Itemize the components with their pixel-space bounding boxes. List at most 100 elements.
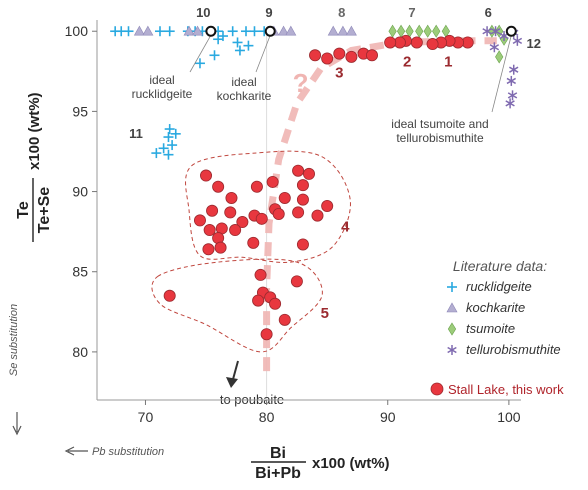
asterisk-stroke: [507, 92, 518, 99]
rucklidgeite-point: [249, 26, 260, 37]
stall-lake-this-work-point: [290, 275, 303, 288]
legend-marker-kochkarite: [446, 302, 458, 313]
asterisk-stroke: [490, 28, 501, 35]
ideal-point-label: kochkarite: [217, 89, 272, 103]
legend-label-this-work: Stall Lake, this work: [448, 382, 564, 397]
x-tick-label: 90: [380, 409, 396, 425]
rucklidgeite-point: [234, 45, 245, 56]
stall-lake-this-work-point: [426, 38, 439, 51]
asterisk-stroke: [506, 77, 517, 85]
group-label: 8: [338, 5, 345, 20]
group-label: 5: [321, 305, 329, 322]
stall-lake-this-work-point: [292, 206, 305, 219]
group-label: 7: [408, 5, 415, 20]
x-axis-label-suffix: x100 (wt%): [312, 455, 390, 472]
y-substitution-label: Se substitution: [8, 304, 20, 376]
stall-lake-this-work-point: [247, 236, 260, 249]
poubaite-arrowhead: [226, 377, 238, 388]
stall-lake-this-work-point: [260, 328, 273, 341]
y-substitution-hint: Se substitution: [8, 304, 20, 376]
rucklidgeite-point: [163, 132, 174, 143]
asterisk-stroke: [489, 44, 500, 51]
stall-lake-this-work-point: [296, 179, 309, 192]
y-substitution-arrowhead: [12, 425, 22, 436]
stall-lake-this-work-point: [255, 212, 268, 225]
tellurobismuthite-point: [505, 98, 515, 109]
ideal-point-marker: [264, 25, 276, 37]
x-substitution-label: Pb substitution: [92, 446, 164, 458]
x-axis-label-numerator: Bi: [270, 445, 286, 462]
asterisk-stroke: [512, 37, 523, 44]
ideal-point-label: ideal tsumoite and: [391, 117, 488, 131]
y-tick-label: 95: [72, 103, 88, 119]
stall-lake-this-work-point: [200, 169, 213, 182]
trend-line: [263, 37, 497, 372]
y-tick-label: 90: [72, 184, 88, 200]
stall-lake-this-work-point: [206, 204, 219, 217]
rucklidgeite-point: [158, 143, 169, 154]
rucklidgeite-point: [151, 148, 162, 159]
group-label: 4: [341, 219, 350, 236]
rucklidgeite-point: [232, 37, 243, 48]
stall-lake-this-work-point: [296, 238, 309, 251]
kochkarite-point: [192, 25, 204, 36]
stall-lake-this-work-point: [410, 36, 423, 49]
group-label: 11: [129, 126, 143, 141]
ideal-point-label: tellurobismuthite: [396, 131, 484, 145]
asterisk-stroke: [482, 28, 492, 35]
asterisk-stroke: [509, 66, 519, 73]
group-label: 10: [196, 5, 210, 20]
stall-lake-this-work-point: [384, 36, 397, 49]
stall-lake-this-work-point: [309, 49, 322, 62]
rucklidgeite-point: [243, 40, 254, 51]
tellurobismuthite-point: [490, 26, 501, 37]
x-axis-label-denominator: Bi+Pb: [255, 465, 301, 482]
stall-lake-this-work-point: [345, 50, 358, 63]
y-axis-label-denominator: Te+Se: [36, 187, 53, 234]
kochkarite-point: [183, 25, 195, 36]
tellurobismuthite-point: [482, 26, 492, 37]
y-tick-label: 85: [72, 264, 88, 280]
stall-lake-this-work-point: [252, 294, 265, 307]
tellurobismuthite-point: [512, 35, 523, 46]
kochkarite-point: [337, 25, 349, 36]
rucklidgeite-point: [241, 26, 252, 37]
data-points: [110, 24, 523, 341]
group-label: 6: [485, 5, 492, 20]
legend-title: Literature data:: [453, 258, 547, 274]
stall-lake-this-work-point: [203, 224, 216, 237]
tsumoite-point: [495, 50, 504, 64]
rucklidgeite-point: [164, 26, 175, 37]
trend-layer: ?: [263, 37, 497, 372]
series-kochkarite: [133, 25, 357, 36]
tsumoite-point: [423, 24, 432, 38]
group-label: 12: [526, 36, 540, 51]
stall-lake-this-work-point: [212, 180, 225, 193]
tellurobismuthite-point: [506, 75, 517, 86]
stall-lake-this-work-point: [311, 209, 324, 222]
rucklidgeite-point: [154, 26, 165, 37]
stall-lake-this-work-point: [214, 241, 227, 254]
group-label: 2: [403, 53, 411, 70]
ideal-leader-line: [491, 35, 512, 113]
stall-lake-this-work-point: [296, 193, 309, 206]
stall-lake-this-work-point: [224, 206, 237, 219]
stall-lake-this-work-point: [254, 268, 267, 281]
x-tick-label: 70: [138, 409, 154, 425]
stall-lake-this-work-point: [272, 208, 285, 221]
kochkarite-point: [133, 25, 145, 36]
kochkarite-point: [142, 25, 154, 36]
ideal-point-marker: [505, 25, 517, 37]
tellurobismuthite-point: [509, 64, 519, 75]
stall-lake-this-work-point: [321, 199, 334, 212]
group-5-outline: [151, 258, 323, 353]
legend-marker-this-work: [430, 382, 444, 396]
stall-lake-this-work-point: [225, 191, 238, 204]
y-axis-label-suffix: x100 (wt%): [26, 92, 43, 170]
x-tick-label: 100: [497, 409, 521, 425]
kochkarite-point: [345, 25, 357, 36]
legend-marker-tellurobismuthite: [447, 345, 457, 355]
